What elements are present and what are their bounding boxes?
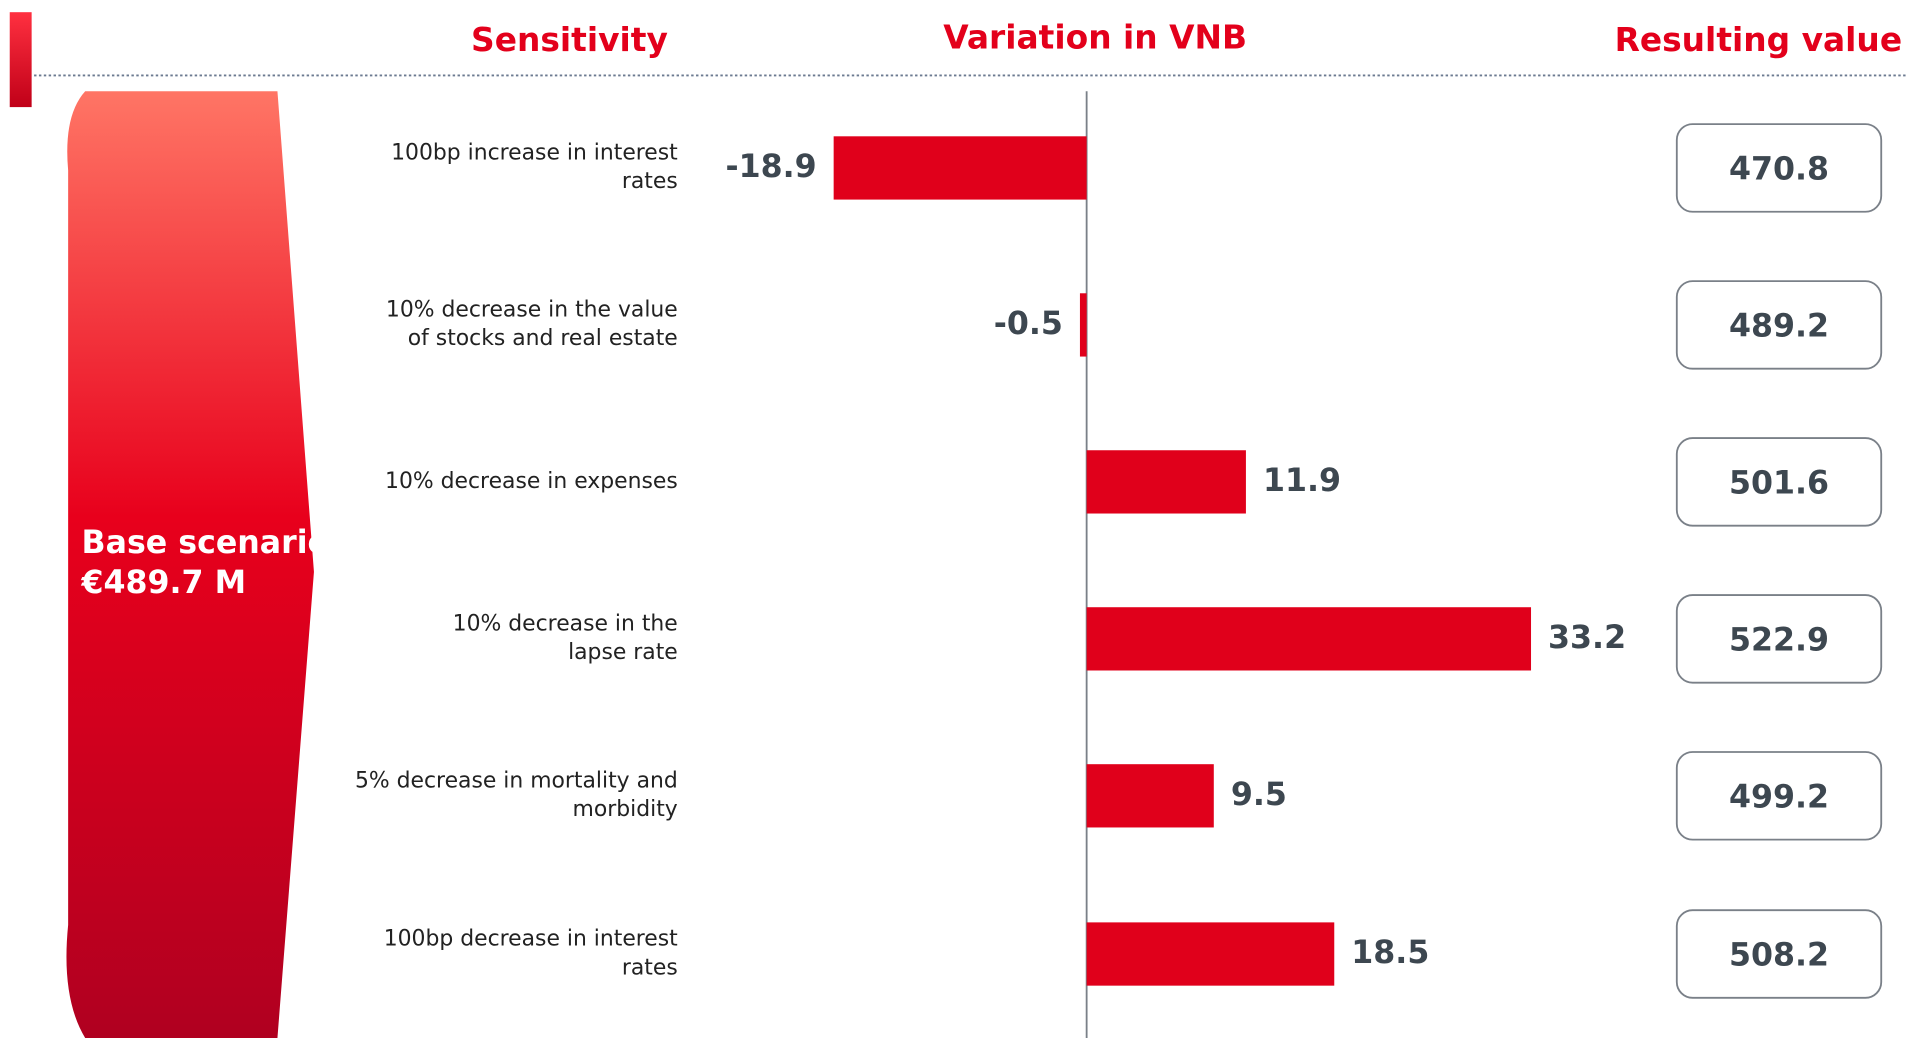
header: Variation in VNB — [943, 18, 1247, 56]
category-label: 10% decrease in the value of stocks and r… — [386, 298, 678, 352]
result-value: 470.8 — [1729, 151, 1829, 187]
bar — [1079, 293, 1087, 357]
value-label: -0.5 — [994, 306, 1063, 342]
header: Resulting value — [1615, 21, 1903, 59]
base-value: €489.7 M — [81, 565, 247, 601]
result-value: 508.2 — [1729, 937, 1829, 973]
bar — [833, 136, 1087, 200]
result-value: 501.6 — [1729, 465, 1829, 501]
bar — [1086, 450, 1246, 514]
result-box — [1675, 909, 1883, 999]
category-label: 5% decrease in mortality and morbidity — [355, 769, 678, 823]
value-label: 9.5 — [1231, 777, 1287, 813]
result-box — [1675, 751, 1883, 841]
header: Sensitivity — [471, 21, 668, 59]
base-label: Base scenario — [82, 525, 330, 561]
category-label: 10% decrease in expenses — [385, 469, 678, 494]
value-label: -18.9 — [725, 149, 816, 185]
category-label: 10% decrease in the lapse rate — [453, 612, 678, 666]
category-label: 100bp decrease in interest rates — [384, 927, 678, 981]
result-box — [1675, 594, 1883, 684]
value-label: 33.2 — [1548, 620, 1626, 656]
bar — [1086, 922, 1335, 986]
bar — [1086, 607, 1532, 671]
base-scenario-shape — [66, 91, 314, 1038]
value-label: 11.9 — [1263, 463, 1341, 499]
value-label: 18.5 — [1351, 935, 1429, 971]
result-box — [1675, 280, 1883, 370]
accent-tab — [9, 12, 32, 108]
bar — [1086, 764, 1214, 828]
result-box — [1675, 437, 1883, 527]
result-value: 499.2 — [1729, 779, 1829, 815]
result-box — [1675, 123, 1883, 213]
result-value: 489.2 — [1729, 308, 1829, 344]
result-value: 522.9 — [1729, 622, 1829, 658]
category-label: 100bp increase in interest rates — [391, 141, 678, 195]
